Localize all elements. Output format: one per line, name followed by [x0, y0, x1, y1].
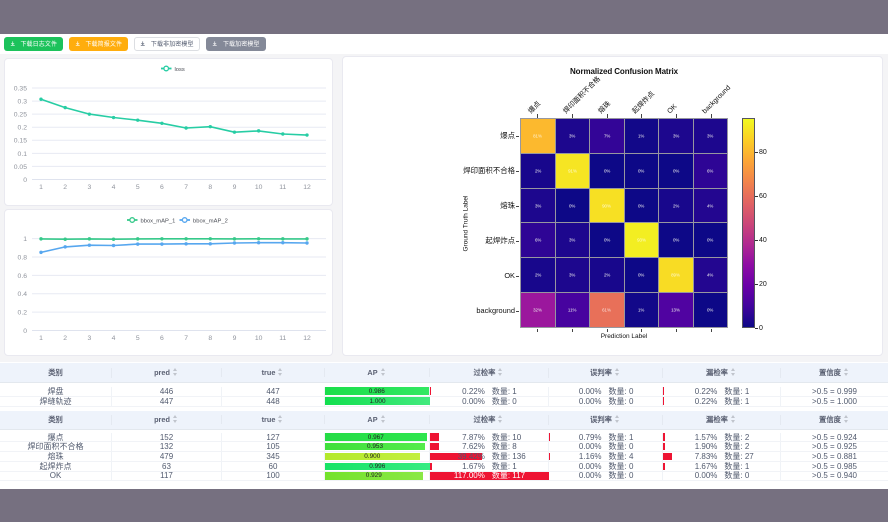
svg-text:0.35: 0.35 [14, 85, 27, 92]
svg-text:0.05: 0.05 [14, 164, 27, 171]
svg-text:11: 11 [279, 184, 286, 191]
svg-text:bbox_mAP_2: bbox_mAP_2 [193, 218, 228, 224]
svg-text:0.6: 0.6 [18, 272, 28, 279]
svg-text:9: 9 [233, 335, 237, 342]
svg-text:0.2: 0.2 [18, 309, 28, 316]
svg-text:5: 5 [136, 335, 140, 342]
svg-text:10: 10 [255, 184, 263, 191]
svg-text:2: 2 [63, 184, 67, 191]
svg-text:3: 3 [87, 184, 91, 191]
svg-text:0.3: 0.3 [18, 98, 28, 105]
svg-text:8: 8 [208, 184, 212, 191]
svg-text:1: 1 [39, 184, 43, 191]
svg-text:8: 8 [208, 335, 212, 342]
svg-text:6: 6 [160, 335, 164, 342]
svg-text:0.1: 0.1 [18, 151, 28, 158]
svg-text:0: 0 [23, 327, 27, 334]
svg-text:12: 12 [303, 184, 311, 191]
svg-text:4: 4 [112, 335, 116, 342]
svg-text:4: 4 [112, 184, 116, 191]
svg-text:10: 10 [255, 335, 263, 342]
svg-text:1: 1 [23, 236, 27, 243]
svg-text:6: 6 [160, 184, 164, 191]
svg-text:0.2: 0.2 [18, 125, 28, 132]
svg-text:0.15: 0.15 [14, 138, 27, 145]
svg-text:9: 9 [233, 184, 237, 191]
svg-text:3: 3 [87, 335, 91, 342]
svg-text:7: 7 [184, 184, 188, 191]
svg-text:1: 1 [39, 335, 43, 342]
svg-text:2: 2 [63, 335, 67, 342]
svg-text:7: 7 [184, 335, 188, 342]
svg-text:0.4: 0.4 [18, 291, 28, 298]
svg-text:0: 0 [23, 177, 27, 184]
svg-text:12: 12 [303, 335, 311, 342]
svg-text:11: 11 [279, 335, 286, 342]
svg-text:0.25: 0.25 [14, 112, 27, 119]
svg-text:loss: loss [175, 67, 185, 73]
svg-text:5: 5 [136, 184, 140, 191]
svg-text:0.8: 0.8 [18, 254, 28, 261]
svg-text:bbox_mAP_1: bbox_mAP_1 [141, 218, 176, 224]
